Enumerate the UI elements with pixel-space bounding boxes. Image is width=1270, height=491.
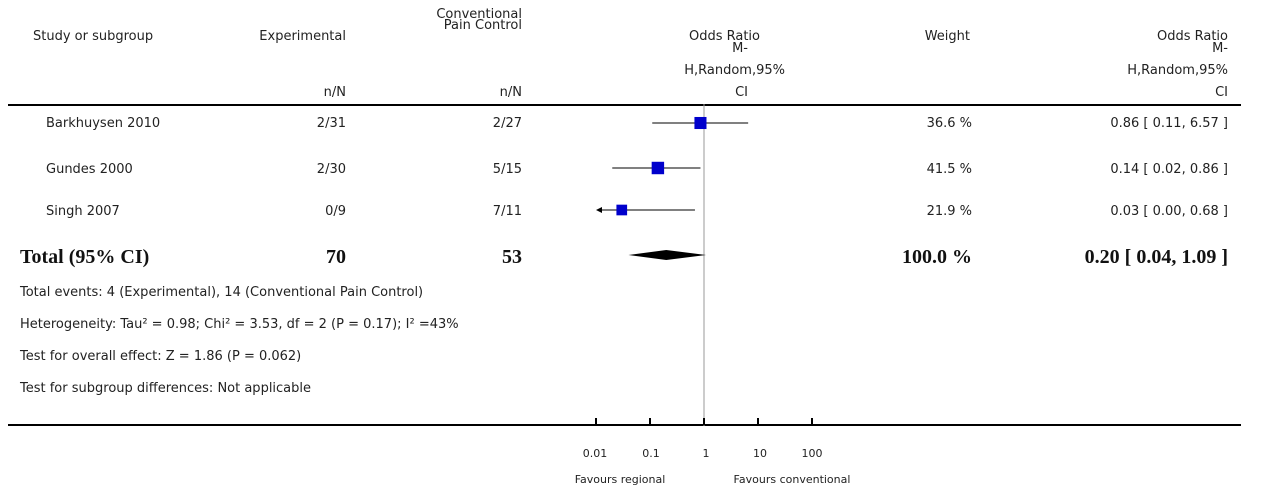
study-name: Gundes 2000 [46, 162, 133, 177]
axis-tick-label: 0.1 [642, 447, 660, 460]
total-or-ci: 0.20 [ 0.04, 1.09 ] [1084, 246, 1228, 268]
pooled-diamond [628, 250, 707, 260]
header-or-value-line1: Odds Ratio [1156, 29, 1228, 44]
axis-favours-right: Favours conventional [733, 473, 851, 486]
footnote-subgroup: Test for subgroup differences: Not appli… [20, 381, 312, 396]
study-con: 2/27 [492, 116, 522, 131]
total-weight: 100.0 % [902, 246, 972, 268]
axis-tick-label: 1 [702, 447, 710, 460]
total-con: 53 [502, 246, 522, 268]
study-con: 7/11 [492, 204, 522, 219]
study-exp: 2/31 [316, 116, 346, 131]
axis-tick-label: 100 [801, 447, 823, 460]
header-conventional-nN: n/N [499, 85, 522, 100]
study-exp: 0/9 [325, 204, 346, 219]
header-conventional-line1: Conventional [436, 7, 522, 22]
header-or-plot-line2: M- [732, 41, 748, 56]
header-or-value-line4: CI [1215, 85, 1228, 100]
axis-favours-left: Favours regional [574, 473, 666, 486]
footnote-events: Total events: 4 (Experimental), 14 (Conv… [20, 285, 424, 300]
axis-tick-label: 10 [753, 447, 767, 460]
study-con: 5/15 [492, 162, 522, 177]
header-or-value-line2: M- [1212, 41, 1228, 56]
header-weight: Weight [924, 29, 970, 44]
footnote-heterogeneity: Heterogeneity: Tau² = 0.98; Chi² = 3.53,… [20, 317, 459, 332]
study-name: Singh 2007 [46, 204, 120, 219]
study-name: Barkhuysen 2010 [46, 116, 161, 131]
header-or-plot-line4: CI [735, 85, 748, 100]
axis-tick-label: 0.01 [582, 447, 608, 460]
header-conventional-line2: Pain Control [443, 18, 522, 33]
footnote-overall-effect: Test for overall effect: Z = 1.86 (P = 0… [20, 349, 302, 364]
study-square [651, 161, 665, 175]
header-or-value-line3: H,Random,95% [1127, 63, 1228, 78]
header-or-plot-line1: Odds Ratio [688, 29, 760, 44]
header-experimental-nN: n/N [323, 85, 346, 100]
study-weight: 36.6 % [926, 116, 972, 131]
study-or-ci: 0.03 [ 0.00, 0.68 ] [1110, 204, 1228, 219]
header-study: Study or subgroup [33, 29, 154, 44]
header-experimental: Experimental [259, 29, 346, 44]
study-square [694, 116, 707, 130]
study-or-ci: 0.14 [ 0.02, 0.86 ] [1110, 162, 1228, 177]
footer-rule [8, 424, 1241, 426]
study-exp: 2/30 [316, 162, 346, 177]
total-exp: 70 [326, 246, 346, 268]
study-square [616, 204, 628, 216]
header-rule [8, 104, 1241, 106]
study-weight: 21.9 % [926, 204, 972, 219]
ci-arrow [596, 207, 602, 213]
study-or-ci: 0.86 [ 0.11, 6.57 ] [1110, 116, 1228, 131]
total-label: Total (95% CI) [20, 246, 150, 268]
study-weight: 41.5 % [926, 162, 972, 177]
header-or-plot-line3: H,Random,95% [684, 63, 785, 78]
